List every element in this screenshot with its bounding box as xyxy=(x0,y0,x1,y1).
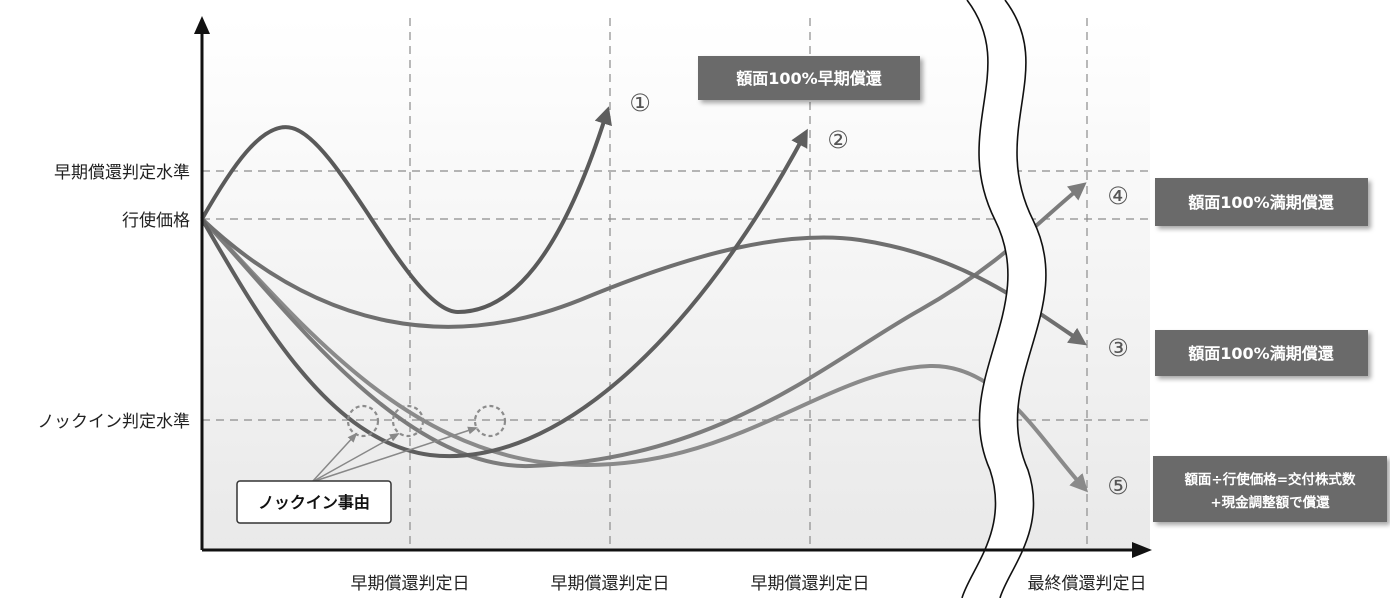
y-axis-arrowhead xyxy=(194,16,210,34)
x-label-early-3: 早期償還判定日 xyxy=(751,574,870,594)
scenario-4-curve xyxy=(200,182,1087,469)
maturity-callout-3 xyxy=(1155,330,1368,376)
x-label-final: 最終償還判定日 xyxy=(1028,574,1147,594)
axis-break xyxy=(961,0,1047,598)
x-label-early-2: 早期償還判定日 xyxy=(551,574,670,594)
x-axis-arrowhead xyxy=(1132,542,1152,558)
stock-delivery-line-1: 額面÷行使価格=交付株式数 xyxy=(1183,471,1356,488)
stock-delivery-line-2: +現金調整額で償還 xyxy=(1210,494,1330,511)
knock-in-circle-1 xyxy=(346,404,380,438)
maturity-callout-3-text: 額面100%満期償還 xyxy=(1187,344,1334,363)
knock-in-level-label: ノックイン判定水準 xyxy=(37,412,190,432)
scenario-5-number: ⑤ xyxy=(1107,472,1129,500)
scenario-2-number: ② xyxy=(827,126,849,154)
knock-in-event-box xyxy=(236,480,392,524)
scenario-1-curve xyxy=(200,106,612,315)
scenario-3-curve xyxy=(200,217,1087,346)
knock-in-circle-3 xyxy=(473,404,507,438)
strike-price-label: 行使価格 xyxy=(122,210,190,231)
early-redemption-callout xyxy=(698,56,920,100)
scenario-1-number: ① xyxy=(629,89,651,117)
early-redemption-callout-text: 額面100%早期償還 xyxy=(735,69,882,88)
callout-boxes xyxy=(698,56,1387,522)
knock-in-markers xyxy=(346,404,507,438)
maturity-callout-4-text: 額面100%満期償還 xyxy=(1187,193,1334,212)
early-redemption-level-label: 早期償還判定水準 xyxy=(54,163,190,183)
stock-delivery-callout xyxy=(1153,456,1387,522)
knock-in-event-label: ノックイン事由 xyxy=(258,493,370,512)
knock-in-pointers xyxy=(311,426,478,483)
scenario-3-number: ③ xyxy=(1107,334,1129,362)
maturity-callout-4 xyxy=(1155,178,1368,226)
x-label-early-1: 早期償還判定日 xyxy=(351,574,470,594)
axes xyxy=(194,16,1152,558)
scenario-4-number: ④ xyxy=(1107,182,1129,210)
knock-in-circle-2 xyxy=(391,404,425,438)
scenario-2-curve xyxy=(200,128,808,459)
